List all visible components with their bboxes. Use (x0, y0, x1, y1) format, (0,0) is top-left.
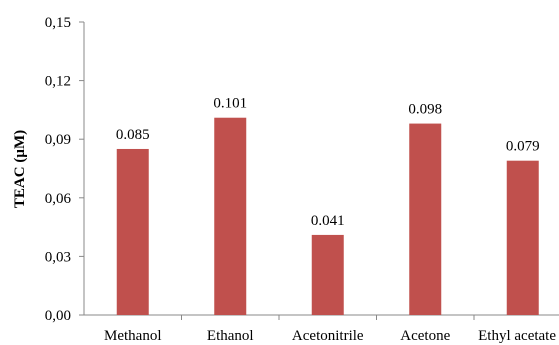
bar-ethyl-acetate (506, 160, 539, 315)
data-label: 0.079 (506, 139, 540, 155)
data-label: 0.041 (311, 213, 345, 229)
y-axis-title: TEAC (µM) (12, 130, 28, 208)
x-category-label: Ethyl acetate (478, 328, 556, 344)
x-category-label: Acetonitrile (292, 328, 364, 344)
y-tick-label: 0,00 (45, 308, 71, 324)
y-tick-label: 0,09 (45, 132, 71, 148)
bar-acetone (409, 123, 442, 315)
data-label: 0.085 (116, 127, 150, 143)
data-label: 0.098 (408, 102, 442, 118)
x-category-label: Ethanol (207, 328, 254, 344)
bar-methanol (116, 148, 149, 315)
y-tick-label: 0,12 (45, 74, 71, 90)
y-tick-label: 0,15 (45, 15, 71, 31)
bar-ethanol (214, 117, 247, 315)
data-label: 0.101 (213, 96, 247, 112)
y-tick-label: 0,06 (45, 191, 72, 207)
y-tick-label: 0,03 (45, 249, 71, 265)
x-category-label: Acetone (400, 328, 450, 344)
x-category-label: Methanol (104, 328, 162, 344)
bar-acetonitrile (311, 234, 344, 315)
